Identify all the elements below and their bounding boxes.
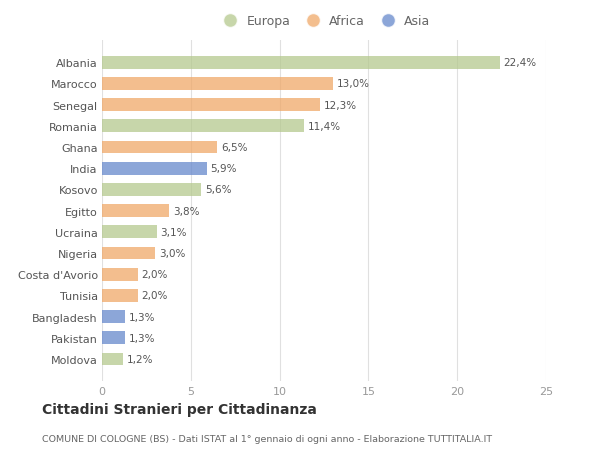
Text: 1,3%: 1,3% xyxy=(128,333,155,343)
Text: 2,0%: 2,0% xyxy=(141,291,167,301)
Bar xyxy=(102,289,137,302)
Text: 6,5%: 6,5% xyxy=(221,143,247,153)
Text: 3,0%: 3,0% xyxy=(159,248,185,258)
Text: 3,8%: 3,8% xyxy=(173,206,200,216)
Text: 5,9%: 5,9% xyxy=(211,164,237,174)
Text: 5,6%: 5,6% xyxy=(205,185,232,195)
Bar xyxy=(102,120,304,133)
Bar xyxy=(102,78,333,90)
Bar xyxy=(102,247,155,260)
Text: COMUNE DI COLOGNE (BS) - Dati ISTAT al 1° gennaio di ogni anno - Elaborazione TU: COMUNE DI COLOGNE (BS) - Dati ISTAT al 1… xyxy=(42,434,492,442)
Text: Cittadini Stranieri per Cittadinanza: Cittadini Stranieri per Cittadinanza xyxy=(42,402,317,416)
Text: 1,3%: 1,3% xyxy=(128,312,155,322)
Bar xyxy=(102,268,137,281)
Text: 2,0%: 2,0% xyxy=(141,269,167,280)
Bar xyxy=(102,332,125,344)
Text: 11,4%: 11,4% xyxy=(308,122,341,132)
Bar xyxy=(102,353,124,365)
Bar xyxy=(102,205,169,218)
Bar xyxy=(102,311,125,323)
Legend: Europa, Africa, Asia: Europa, Africa, Asia xyxy=(213,10,435,33)
Text: 1,2%: 1,2% xyxy=(127,354,154,364)
Text: 3,1%: 3,1% xyxy=(161,227,187,237)
Bar xyxy=(102,162,207,175)
Bar xyxy=(102,57,500,69)
Bar xyxy=(102,99,320,112)
Bar xyxy=(102,184,202,196)
Bar xyxy=(102,141,217,154)
Bar xyxy=(102,226,157,239)
Text: 22,4%: 22,4% xyxy=(503,58,536,68)
Text: 13,0%: 13,0% xyxy=(337,79,370,89)
Text: 12,3%: 12,3% xyxy=(324,101,357,110)
